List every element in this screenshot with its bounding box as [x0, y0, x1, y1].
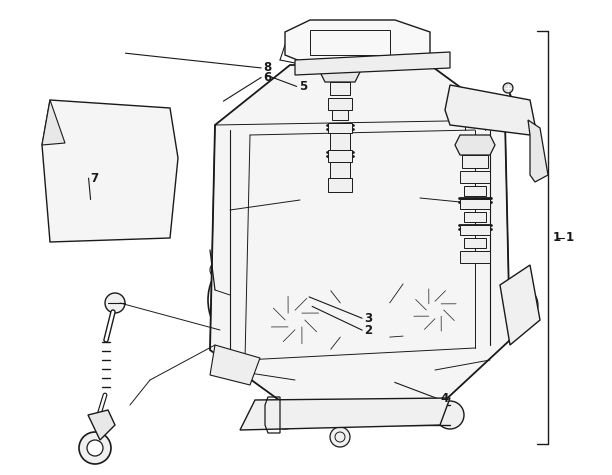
Circle shape	[87, 440, 103, 456]
Polygon shape	[460, 225, 490, 235]
Polygon shape	[240, 398, 450, 430]
Circle shape	[208, 248, 312, 352]
Circle shape	[115, 172, 171, 228]
Polygon shape	[462, 155, 488, 168]
Polygon shape	[328, 123, 352, 133]
Polygon shape	[464, 212, 486, 222]
Polygon shape	[328, 178, 352, 192]
Text: 1: 1	[566, 231, 574, 244]
Polygon shape	[500, 265, 540, 345]
Polygon shape	[332, 110, 348, 120]
Polygon shape	[464, 238, 486, 248]
Polygon shape	[460, 199, 490, 209]
Polygon shape	[210, 345, 260, 385]
Circle shape	[323, 403, 347, 427]
Polygon shape	[328, 150, 352, 162]
Text: 5: 5	[299, 80, 307, 93]
Circle shape	[436, 401, 464, 429]
Polygon shape	[445, 85, 535, 135]
Polygon shape	[42, 100, 178, 242]
Text: 4: 4	[441, 392, 449, 406]
Circle shape	[79, 432, 111, 464]
Polygon shape	[88, 410, 115, 440]
Polygon shape	[455, 135, 495, 155]
Circle shape	[117, 122, 173, 178]
Circle shape	[230, 255, 360, 385]
Circle shape	[271, 401, 299, 429]
Text: 3: 3	[364, 312, 372, 325]
Polygon shape	[330, 133, 350, 150]
Polygon shape	[460, 171, 490, 183]
Circle shape	[67, 127, 123, 183]
Circle shape	[427, 254, 483, 310]
Circle shape	[105, 293, 125, 313]
Text: 2: 2	[364, 323, 372, 337]
Circle shape	[377, 252, 493, 368]
Polygon shape	[460, 251, 490, 263]
Circle shape	[330, 427, 350, 447]
Circle shape	[78, 138, 112, 172]
Text: 7: 7	[91, 171, 99, 185]
Text: 8: 8	[263, 61, 271, 75]
Polygon shape	[464, 186, 486, 196]
Circle shape	[210, 262, 226, 278]
Circle shape	[502, 287, 538, 323]
Polygon shape	[295, 52, 450, 75]
Circle shape	[327, 282, 403, 358]
Polygon shape	[42, 100, 65, 145]
Circle shape	[503, 83, 513, 93]
Polygon shape	[328, 98, 352, 110]
Circle shape	[76, 188, 110, 222]
Polygon shape	[320, 63, 360, 82]
Circle shape	[126, 183, 160, 217]
Polygon shape	[210, 65, 510, 408]
Circle shape	[65, 177, 121, 233]
Polygon shape	[330, 162, 350, 178]
Polygon shape	[330, 82, 350, 95]
Text: 6: 6	[263, 71, 271, 84]
Polygon shape	[285, 20, 430, 65]
Polygon shape	[528, 120, 548, 182]
Text: 1: 1	[553, 231, 561, 244]
Circle shape	[128, 133, 162, 167]
